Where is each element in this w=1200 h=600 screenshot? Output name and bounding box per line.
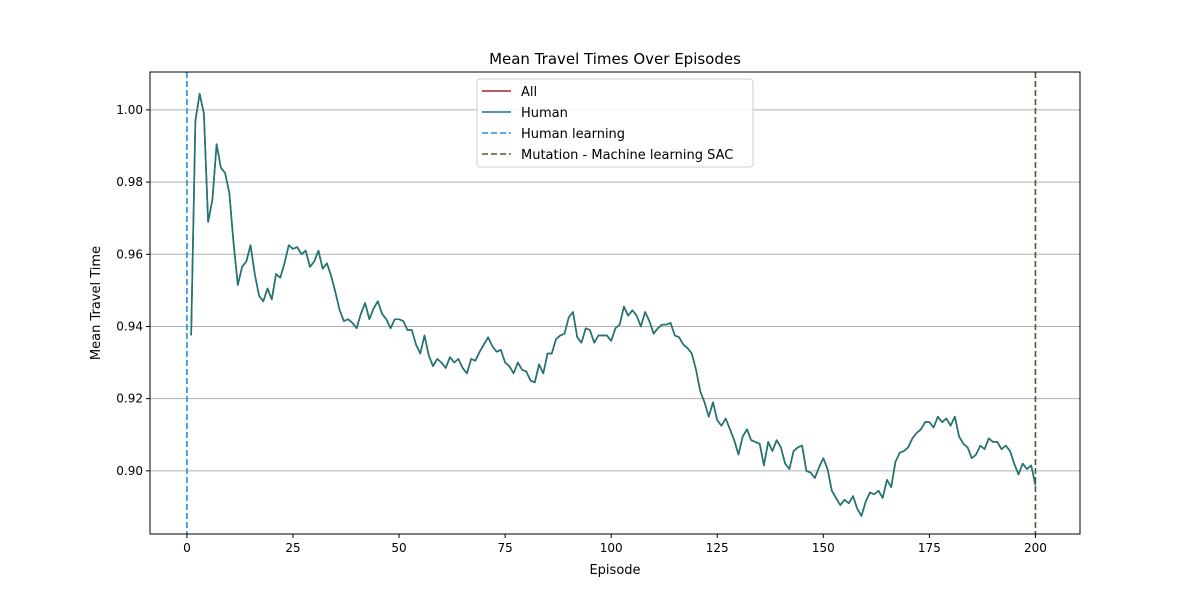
x-tick-label: 75 (497, 541, 512, 555)
x-axis: 0 25 50 75 100 125 150 175 200 (183, 534, 1047, 555)
x-tick-label: 100 (600, 541, 623, 555)
plot-series (186, 72, 1037, 534)
legend-label: Human (521, 106, 568, 121)
y-tick-label: 0.90 (116, 464, 143, 478)
chart-title: Mean Travel Times Over Episodes (489, 50, 741, 68)
x-tick-label: 150 (812, 541, 835, 555)
y-tick-label: 0.98 (116, 175, 143, 189)
y-tick-label: 0.92 (116, 392, 143, 406)
x-tick-label: 50 (391, 541, 406, 555)
y-axis-label: Mean Travel Time (89, 246, 104, 360)
x-tick-label: 125 (706, 541, 729, 555)
series-line-human (190, 92, 1037, 517)
plot-frame (149, 71, 1081, 535)
legend: All Human Human learning Mutation - Machine… (476, 78, 754, 168)
y-tick-label: 1.00 (116, 103, 143, 117)
y-axis: 0.90 0.92 0.94 0.96 0.98 1.00 (116, 103, 150, 478)
legend-box (476, 78, 754, 168)
legend-label: Mutation - Machine learning SAC (521, 148, 733, 163)
x-tick-label: 0 (183, 541, 191, 555)
y-tick-label: 0.96 (116, 247, 143, 261)
x-tick-label: 175 (918, 541, 941, 555)
legend-label: Human learning (521, 127, 625, 142)
y-tick-label: 0.94 (116, 319, 143, 333)
x-tick-label: 25 (285, 541, 300, 555)
x-tick-label: 200 (1024, 541, 1047, 555)
x-axis-label: Episode (589, 563, 640, 578)
legend-label: All (521, 85, 537, 100)
